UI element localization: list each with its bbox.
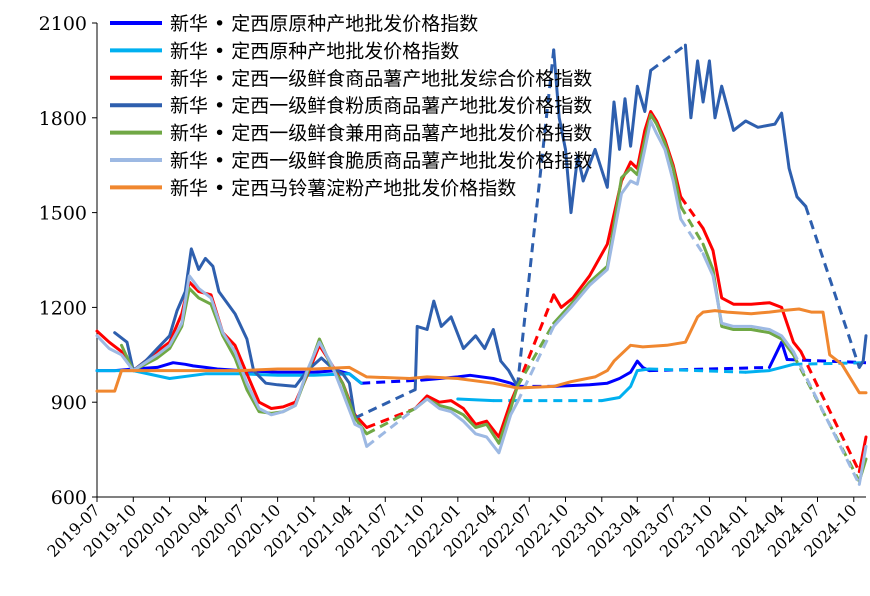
series-line (552, 48, 653, 215)
series-line (857, 444, 868, 486)
series-dashed-line (679, 195, 705, 230)
series-dashed-line (804, 205, 861, 368)
series-4 (113, 43, 868, 420)
series-line (95, 307, 868, 395)
series-line (857, 435, 868, 474)
series-dashed-line (792, 354, 861, 482)
series-dashed-line (516, 322, 556, 388)
series-line (701, 252, 795, 354)
series-dashed-line (366, 407, 416, 436)
series-line (857, 334, 868, 369)
series-dashed-line (361, 378, 422, 385)
series-line (456, 397, 495, 403)
legend-label: 新华 • 定西原种产地批发价格指数 (170, 40, 459, 62)
series-line (683, 43, 808, 208)
legend-label: 新华 • 定西原原种产地批发价格指数 (170, 13, 478, 35)
y-tick-label: 1500 (39, 203, 87, 225)
series-line (744, 362, 795, 374)
legend-label: 新华 • 定西一级鲜食兼用商品薯产地批发价格指数 (170, 123, 592, 145)
y-tick-label: 900 (51, 392, 87, 414)
y-tick-label: 2100 (39, 13, 87, 35)
series-dashed-line (787, 358, 867, 365)
series-dashed-line (649, 367, 746, 374)
series-line (552, 359, 651, 388)
legend-label: 新华 • 定西一级鲜食脆质商品薯产地批发价格指数 (170, 150, 592, 172)
series-dashed-line (354, 388, 416, 420)
series-7 (95, 307, 868, 395)
series-1 (95, 340, 867, 388)
series-dashed-line (679, 205, 705, 245)
series-layer (95, 43, 868, 486)
series-line (552, 113, 683, 325)
series-line (113, 247, 357, 420)
series-dashed-line (793, 361, 867, 366)
series-line (701, 226, 803, 354)
y-tick-label: 1800 (39, 108, 87, 130)
series-line (95, 361, 363, 385)
series-dashed-line (516, 294, 556, 387)
y-tick-label: 600 (51, 487, 87, 509)
series-line (600, 367, 651, 403)
series-dashed-line (792, 350, 861, 486)
series-line (552, 119, 683, 328)
series-line (767, 340, 789, 369)
legend-label: 新华 • 定西一级鲜食商品薯产地批发综合价格指数 (170, 68, 592, 90)
series-line (413, 384, 519, 439)
legend-label: 新华 • 定西马铃薯淀粉产地批发价格指数 (170, 177, 516, 199)
legend-label: 新华 • 定西一级鲜食粉质商品薯产地批发价格指数 (170, 95, 592, 117)
series-dashed-line (679, 218, 705, 255)
series-dashed-line (365, 407, 417, 448)
y-tick-label: 1200 (39, 297, 87, 319)
series-dashed-line (649, 43, 687, 72)
series-dashed-line (799, 350, 861, 473)
series-dashed-line (515, 49, 556, 387)
series-line (413, 299, 519, 392)
series-line (413, 384, 519, 445)
series-dashed-line (366, 407, 416, 429)
series-line (413, 397, 519, 455)
